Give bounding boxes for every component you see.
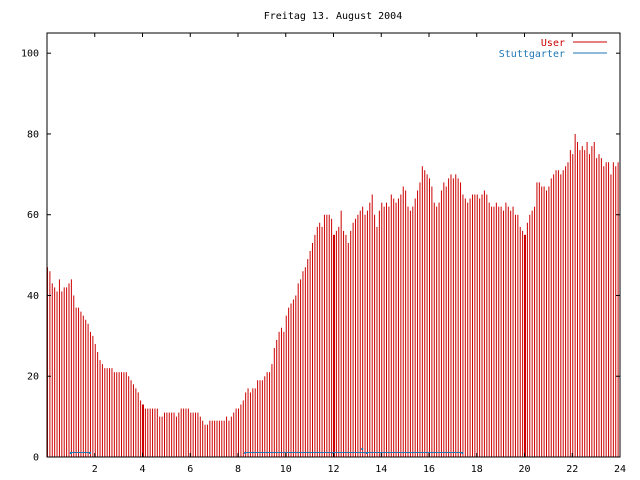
x-tick-label: 8 (235, 464, 241, 475)
x-tick-label: 24 (614, 464, 626, 475)
x-tick-label: 2 (92, 464, 98, 475)
x-tick-label: 16 (423, 464, 435, 475)
stuttgarter-point (244, 451, 247, 454)
y-tick-label: 20 (27, 372, 39, 383)
y-tick-label: 60 (27, 210, 39, 221)
legend-label-stuttgarter: Stuttgarter (499, 49, 565, 60)
stuttgarter-point (332, 451, 335, 454)
y-tick-label: 40 (27, 291, 39, 302)
stuttgarter-point (88, 451, 91, 454)
x-tick-label: 20 (518, 464, 530, 475)
y-tick-label: 80 (27, 129, 39, 140)
stuttgarter-point (461, 451, 464, 454)
user-bars (47, 133, 619, 457)
chart-title: Freitag 13. August 2004 (264, 11, 402, 22)
stuttgarter-point (361, 447, 364, 450)
y-tick-label: 100 (21, 49, 39, 60)
y-tick-label: 0 (33, 453, 39, 464)
x-tick-label: 14 (375, 464, 387, 475)
x-tick-label: 12 (327, 464, 339, 475)
x-tick-label: 22 (566, 464, 578, 475)
x-tick-label: 18 (471, 464, 483, 475)
x-tick-label: 6 (187, 464, 193, 475)
stuttgarter-point (365, 451, 368, 454)
legend-label-user: User (541, 38, 565, 49)
x-tick-label: 10 (280, 464, 292, 475)
stuttgarter-series (69, 447, 464, 454)
legend: User Stuttgarter (499, 38, 607, 60)
stuttgarter-point (69, 451, 72, 454)
x-tick-label: 4 (139, 464, 145, 475)
